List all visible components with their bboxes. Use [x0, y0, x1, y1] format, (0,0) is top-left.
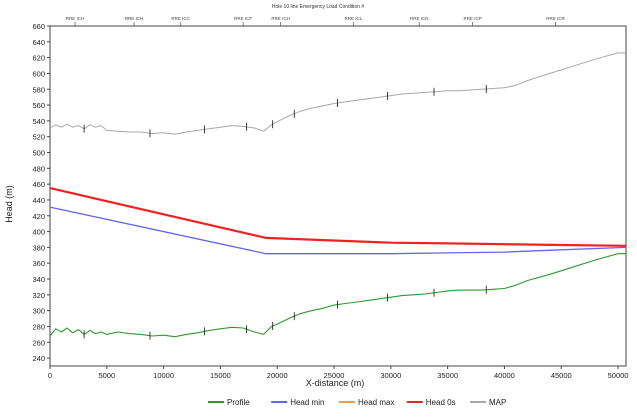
top-marker-label: RRE ICC [171, 16, 190, 21]
top-marker-label: RRE ICF [234, 16, 252, 21]
top-marker-label: RRE ICH [66, 16, 85, 21]
y-tick-label: 320 [32, 291, 45, 300]
y-tick-label: 500 [32, 149, 45, 158]
y-tick-label: 460 [32, 180, 45, 189]
x-tick-label: 10000 [153, 371, 174, 380]
y-tick-label: 640 [32, 38, 45, 47]
x-axis: 0 5000 10000 15000 20000 25000 30000 35000 40000… [48, 366, 629, 380]
y-tick-label: 280 [32, 322, 45, 331]
series-line-head-0s [49, 187, 627, 247]
y-tick-label: 400 [32, 228, 45, 237]
series-line-head-min [49, 206, 627, 255]
top-marker-label: RRE ICN [125, 16, 144, 21]
y-tick-label: 440 [32, 196, 45, 205]
legend-label: Head max [358, 398, 394, 407]
y-tick-label: 300 [32, 307, 45, 316]
series-line-map [49, 52, 626, 135]
plot-frame [49, 25, 627, 367]
y-tick-label: 660 [32, 22, 45, 31]
legend-label: Head 0s [426, 398, 456, 407]
top-marker-label: RRE ICH [271, 16, 290, 21]
x-tick-label: 40000 [494, 371, 515, 380]
x-tick-label: 5000 [98, 371, 115, 380]
y-tick-label: 520 [32, 133, 45, 142]
series-layer [49, 52, 627, 340]
legend-label: MAP [489, 398, 506, 407]
x-tick-label: 25000 [324, 371, 345, 380]
y-tick-label: 620 [32, 54, 45, 63]
series-line-profile [49, 253, 626, 338]
y-axis: 240 260 280 300 320 340 360 380 400 420 440 460 480 5… [32, 22, 50, 363]
top-marker-label: RRE ICL [344, 16, 362, 21]
y-tick-label: 380 [32, 243, 45, 252]
y-tick-label: 420 [32, 212, 45, 221]
top-marker-label: RRE ICP [463, 16, 481, 21]
y-tick-label: 600 [32, 69, 45, 78]
top-markers: RRE ICH RRE ICN RRE ICC RRE ICF RRE ICH RRE I… [66, 16, 566, 26]
x-tick-label: 20000 [267, 371, 288, 380]
y-tick-label: 560 [32, 101, 45, 110]
x-tick-label: 50000 [608, 371, 629, 380]
x-tick-label: 15000 [210, 371, 231, 380]
y-tick-label: 580 [32, 85, 45, 94]
x-tick-label: 35000 [437, 371, 458, 380]
x-tick-label: 30000 [380, 371, 401, 380]
top-marker-label: RRE ICR [546, 16, 565, 21]
x-tick-label: 45000 [551, 371, 572, 380]
y-tick-label: 480 [32, 164, 45, 173]
x-tick-label: 0 [48, 371, 52, 380]
legend-label: Profile [227, 398, 250, 407]
y-tick-label: 240 [32, 354, 45, 363]
y-axis-label: Head (m) [4, 185, 14, 223]
y-tick-label: 360 [32, 259, 45, 268]
y-tick-label: 260 [32, 338, 45, 347]
legend-label: Head min [290, 398, 324, 407]
top-marker-label: RRE ICN [410, 16, 429, 21]
y-tick-label: 540 [32, 117, 45, 126]
x-axis-label: X-distance (m) [306, 378, 365, 388]
legend: Profile Head min Head max Head 0s MAP [208, 398, 506, 407]
chart-title: Hole 10 line Emergency Load Condition # [272, 4, 364, 10]
y-tick-label: 340 [32, 275, 45, 284]
